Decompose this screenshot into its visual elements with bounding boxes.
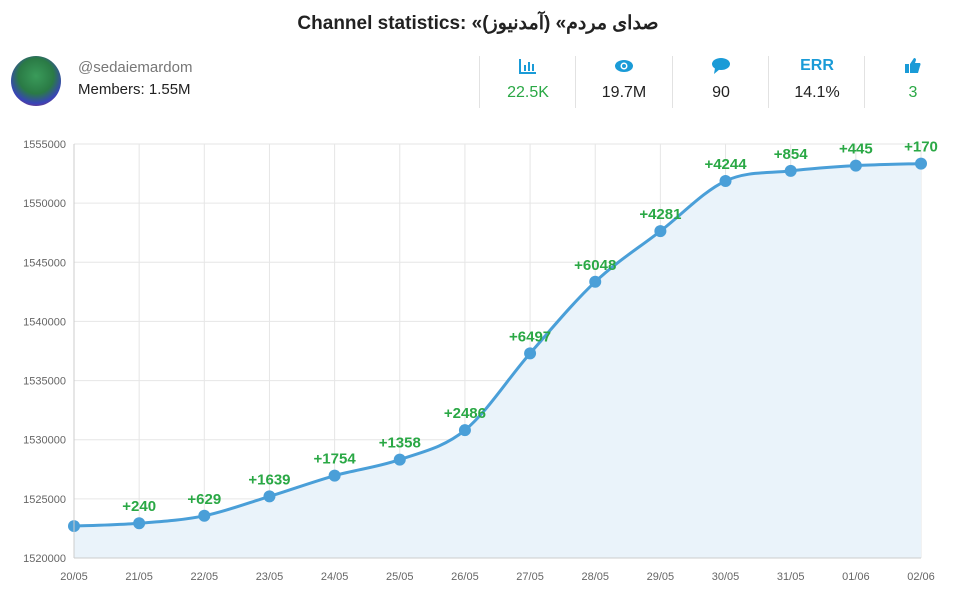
data-label: +4281	[639, 206, 681, 223]
data-point	[133, 517, 146, 530]
stat-comments: 90	[672, 56, 769, 108]
stat-views-per-post: 22.5K	[479, 56, 576, 108]
x-tick-label: 25/05	[386, 571, 414, 583]
x-tick-label: 26/05	[451, 571, 479, 583]
data-label: +170	[904, 139, 938, 156]
data-label: +629	[187, 491, 221, 508]
series-line	[73, 162, 922, 528]
stat-value: 19.7M	[601, 84, 647, 101]
data-point	[328, 469, 341, 482]
data-label: +4244	[704, 156, 747, 173]
y-tick-label: 1530000	[23, 435, 66, 447]
stat-value: 14.1%	[794, 84, 840, 101]
x-tick-label: 30/05	[712, 571, 740, 583]
y-tick-label: 1555000	[23, 139, 66, 151]
x-tick-label: 24/05	[321, 571, 349, 583]
y-tick-label: 1545000	[23, 257, 66, 269]
data-label: +1754	[314, 451, 357, 468]
stat-total-views: 19.7M	[575, 56, 672, 108]
data-label: +854	[774, 146, 808, 163]
y-tick-label: 1525000	[23, 494, 66, 506]
channel-handle[interactable]: @sedaiemardom	[78, 59, 193, 76]
stat-err: ERR 14.1%	[768, 56, 865, 108]
data-label: +1639	[248, 471, 290, 488]
stat-value: 3	[908, 84, 918, 101]
x-tick-label: 02/06	[907, 571, 935, 583]
x-tick-label: 28/05	[581, 571, 609, 583]
x-tick-label: 29/05	[647, 571, 675, 583]
data-point	[784, 164, 797, 177]
stat-value: 90	[712, 84, 730, 101]
data-label: +1358	[379, 435, 421, 452]
x-tick-label: 20/05	[60, 571, 88, 583]
x-tick-label: 01/06	[842, 571, 870, 583]
x-tick-label: 21/05	[125, 571, 153, 583]
data-label: +6048	[574, 257, 616, 274]
y-tick-label: 1520000	[23, 553, 66, 565]
data-label: +2486	[444, 405, 486, 422]
data-label: +445	[839, 141, 873, 158]
y-tick-label: 1550000	[23, 198, 66, 210]
area-fill	[74, 163, 921, 558]
data-label: +6497	[509, 328, 551, 345]
members-count: Members: 1.55M	[78, 81, 191, 98]
y-tick-label: 1540000	[23, 316, 66, 328]
err-icon: ERR	[800, 57, 834, 74]
stat-value: 22.5K	[507, 84, 549, 101]
data-point	[719, 174, 732, 187]
page-title: Channel statistics: «صدای مردم» (آمدنیوز…	[297, 13, 659, 34]
comment-icon	[673, 56, 769, 78]
data-label: +240	[122, 498, 156, 515]
data-point	[654, 225, 667, 238]
thumbs-up-icon	[865, 56, 956, 78]
eye-icon	[576, 56, 672, 78]
x-tick-label: 27/05	[516, 571, 544, 583]
data-point	[589, 275, 602, 288]
data-point	[263, 490, 276, 503]
x-tick-label: 31/05	[777, 571, 805, 583]
data-point	[915, 157, 927, 170]
data-point	[458, 424, 471, 437]
avatar	[11, 56, 61, 106]
x-tick-label: 23/05	[256, 571, 284, 583]
x-tick-label: 22/05	[191, 571, 219, 583]
bar-chart-icon	[480, 56, 576, 78]
data-point	[524, 347, 537, 360]
y-tick-label: 1535000	[23, 376, 66, 388]
data-point	[198, 509, 211, 522]
data-point	[849, 159, 862, 172]
data-point	[393, 453, 406, 466]
stat-reactions: 3	[864, 56, 956, 108]
